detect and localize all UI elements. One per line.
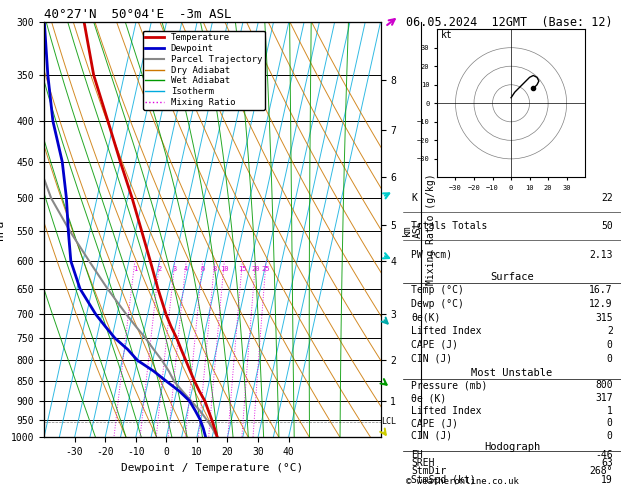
Text: CAPE (J): CAPE (J)	[411, 340, 459, 350]
Text: 40°27'N  50°04'E  -3m ASL: 40°27'N 50°04'E -3m ASL	[44, 8, 231, 21]
Text: 0: 0	[607, 418, 613, 428]
Text: 0: 0	[607, 340, 613, 350]
Text: Totals Totals: Totals Totals	[411, 221, 487, 231]
Text: Lifted Index: Lifted Index	[411, 326, 482, 336]
Text: 25: 25	[262, 266, 270, 272]
Text: 1: 1	[133, 266, 137, 272]
Text: 2: 2	[607, 326, 613, 336]
Text: 63: 63	[601, 458, 613, 469]
Text: PW (cm): PW (cm)	[411, 250, 452, 260]
Text: CIN (J): CIN (J)	[411, 354, 452, 364]
Y-axis label: km
ASL: km ASL	[402, 221, 423, 239]
Y-axis label: hPa: hPa	[0, 220, 5, 240]
Text: 2.13: 2.13	[589, 250, 613, 260]
Text: kt: kt	[441, 31, 452, 40]
Text: Temp (°C): Temp (°C)	[411, 285, 464, 295]
Text: 0: 0	[607, 431, 613, 441]
Legend: Temperature, Dewpoint, Parcel Trajectory, Dry Adiabat, Wet Adiabat, Isotherm, Mi: Temperature, Dewpoint, Parcel Trajectory…	[143, 31, 265, 110]
Text: 8: 8	[213, 266, 217, 272]
Text: Lifted Index: Lifted Index	[411, 406, 482, 416]
Text: 268°: 268°	[589, 467, 613, 476]
Text: 10: 10	[220, 266, 228, 272]
Text: Surface: Surface	[490, 272, 534, 281]
Text: 4: 4	[184, 266, 188, 272]
Text: 12.9: 12.9	[589, 299, 613, 309]
Text: LCL: LCL	[381, 417, 396, 426]
Text: StmSpd (kt): StmSpd (kt)	[411, 474, 476, 485]
Text: EH: EH	[411, 451, 423, 460]
Text: 0: 0	[607, 354, 613, 364]
Text: © weatheronline.co.uk: © weatheronline.co.uk	[406, 476, 518, 486]
Text: 315: 315	[595, 312, 613, 323]
Text: 20: 20	[252, 266, 260, 272]
Text: Pressure (mb): Pressure (mb)	[411, 381, 487, 390]
Text: 16.7: 16.7	[589, 285, 613, 295]
Text: 15: 15	[238, 266, 247, 272]
Text: 19: 19	[601, 474, 613, 485]
Text: CIN (J): CIN (J)	[411, 431, 452, 441]
Text: 1: 1	[607, 406, 613, 416]
Text: 317: 317	[595, 393, 613, 403]
Text: Dewp (°C): Dewp (°C)	[411, 299, 464, 309]
Text: -46: -46	[595, 451, 613, 460]
Text: Most Unstable: Most Unstable	[471, 368, 553, 378]
Text: SREH: SREH	[411, 458, 435, 469]
Text: θe(K): θe(K)	[411, 312, 441, 323]
Text: 50: 50	[601, 221, 613, 231]
Text: 800: 800	[595, 381, 613, 390]
Text: CAPE (J): CAPE (J)	[411, 418, 459, 428]
Text: θe (K): θe (K)	[411, 393, 447, 403]
Text: K: K	[411, 193, 417, 203]
Text: StmDir: StmDir	[411, 467, 447, 476]
Text: 22: 22	[601, 193, 613, 203]
Text: 06.05.2024  12GMT  (Base: 12): 06.05.2024 12GMT (Base: 12)	[406, 16, 612, 29]
Text: Hodograph: Hodograph	[484, 442, 540, 452]
Text: 6: 6	[201, 266, 205, 272]
X-axis label: Dewpoint / Temperature (°C): Dewpoint / Temperature (°C)	[121, 463, 303, 473]
Text: 3: 3	[173, 266, 177, 272]
Y-axis label: Mixing Ratio (g/kg): Mixing Ratio (g/kg)	[426, 174, 437, 285]
Text: 2: 2	[157, 266, 162, 272]
